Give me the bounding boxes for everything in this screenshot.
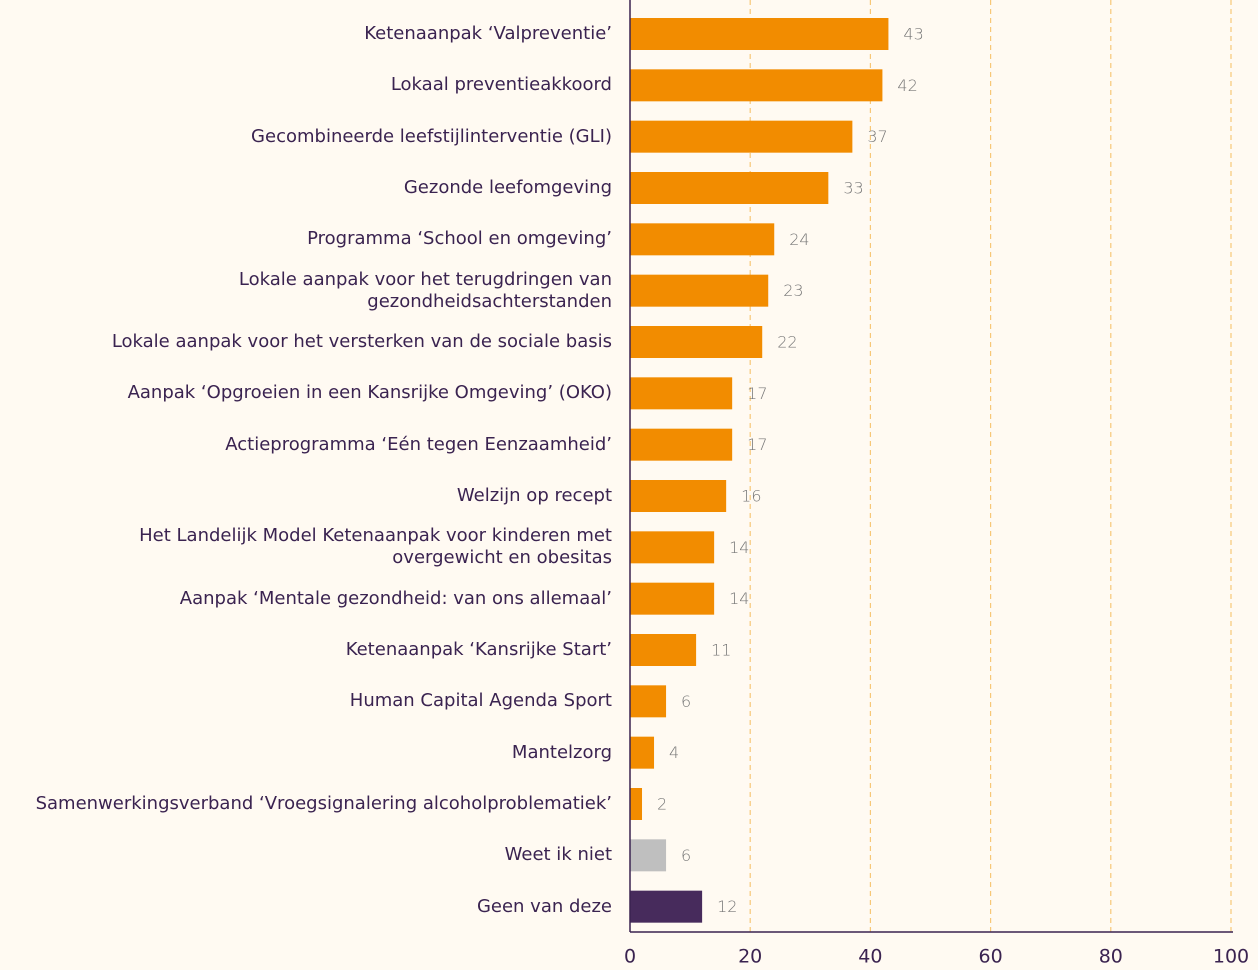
bar: [630, 736, 655, 769]
bar: [630, 685, 667, 718]
bar: [630, 172, 829, 204]
bar: [630, 18, 889, 50]
category-label: Het Landelijk Model Ketenaanpak voor kin…: [139, 525, 612, 569]
bar: [630, 839, 667, 872]
value-label: 11: [711, 641, 731, 660]
category-label: Lokale aanpak voor het versterken van de…: [111, 331, 612, 352]
bar: [630, 326, 763, 358]
category-label: Weet ik niet: [504, 844, 612, 866]
value-label: 4: [669, 743, 679, 762]
value-label: 17: [747, 435, 767, 454]
category-label: Aanpak ‘Opgroeien in een Kansrijke Omgev…: [127, 382, 612, 404]
category-label: Programma ‘School en omgeving’: [307, 228, 612, 250]
x-tick-label: 0: [624, 946, 636, 968]
bar: [630, 120, 853, 153]
bar: [630, 890, 703, 923]
category-label: Samenwerkingsverband ‘Vroegsignalering a…: [35, 793, 612, 814]
bar: [630, 634, 697, 666]
value-label: 43: [903, 25, 923, 44]
x-tick-label: 20: [738, 946, 762, 968]
category-label: Welzijn op recept: [456, 485, 612, 506]
category-label: Actieprogramma ‘Eén tegen Eenzaamheid’: [225, 433, 612, 455]
value-label: 14: [729, 589, 749, 608]
bar: [630, 531, 715, 564]
category-label: Lokale aanpak voor het terugdringen van …: [238, 268, 612, 312]
bar: [630, 480, 727, 512]
category-label: Ketenaanpak ‘Valpreventie’: [364, 23, 612, 44]
bar: [630, 223, 775, 256]
x-tick-label: 60: [979, 946, 1003, 968]
value-label: 22: [777, 333, 797, 352]
category-label: Gecombineerde leefstijlinterventie (GLI): [251, 125, 612, 147]
bar: [630, 788, 643, 820]
value-label: 12: [717, 897, 737, 916]
value-label: 33: [843, 179, 863, 198]
category-label: Aanpak ‘Mentale gezondheid: van ons alle…: [179, 587, 612, 609]
value-label: 2: [657, 795, 667, 814]
category-label: Lokaal preventieakkoord: [390, 74, 612, 96]
category-label: Ketenaanpak ‘Kansrijke Start’: [345, 639, 612, 660]
value-label: 6: [681, 846, 691, 865]
bar: [630, 274, 769, 307]
x-tick-label: 80: [1099, 946, 1123, 968]
value-label: 6: [681, 692, 691, 711]
value-label: 37: [867, 127, 887, 146]
category-label: Gezonde leefomgeving: [403, 177, 612, 198]
value-label: 16: [741, 487, 761, 506]
bar: [630, 69, 883, 102]
bar: [630, 582, 715, 615]
bar: [630, 428, 733, 461]
bar: [630, 377, 733, 410]
category-label: Geen van deze: [476, 895, 612, 917]
value-label: 14: [729, 538, 749, 557]
value-label: 42: [897, 76, 917, 95]
x-tick-label: 100: [1213, 946, 1249, 968]
value-label: 23: [783, 281, 803, 300]
category-label: Mantelzorg: [511, 741, 612, 763]
category-label: Human Capital Agenda Sport: [349, 690, 612, 712]
value-label: 24: [789, 230, 809, 249]
value-label: 17: [747, 384, 767, 403]
x-tick-label: 40: [858, 946, 882, 968]
